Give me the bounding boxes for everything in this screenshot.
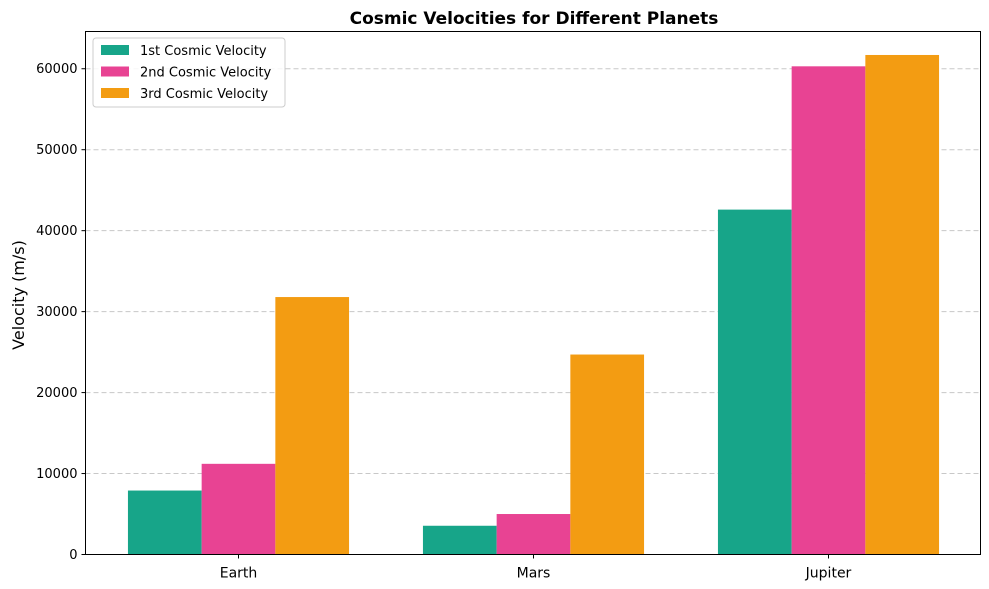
- bar-3: [570, 354, 645, 555]
- y-axis-ticks: 0 10000 20000 30000 40000 50000 60000: [36, 62, 86, 563]
- y-tick-label: 60000: [36, 62, 77, 77]
- legend: 1st Cosmic Velocity 2nd Cosmic Velocity 3r…: [92, 37, 286, 108]
- y-tick-label: 10000: [36, 467, 77, 482]
- legend-swatch: [101, 45, 129, 55]
- bar-3: [865, 54, 940, 555]
- chart-title: Cosmic Velocities for Different Planets: [350, 9, 719, 29]
- legend-swatch: [101, 66, 129, 77]
- bar-2: [791, 66, 866, 555]
- x-axis-ticks: Earth Mars Jupiter: [220, 554, 852, 582]
- bar-2: [201, 463, 276, 555]
- y-tick-label: 30000: [36, 305, 77, 320]
- y-tick-label: 20000: [36, 386, 77, 401]
- legend-label: 2nd Cosmic Velocity: [140, 66, 272, 81]
- x-tick-label: Earth: [220, 566, 258, 582]
- x-tick-label: Mars: [517, 566, 551, 582]
- y-tick-label: 40000: [36, 224, 77, 239]
- legend-label: 3rd Cosmic Velocity: [140, 87, 268, 102]
- bar-2: [496, 514, 571, 555]
- x-tick-label: Jupiter: [805, 566, 852, 582]
- y-tick-label: 50000: [36, 143, 77, 158]
- y-axis-label: Velocity (m/s): [9, 240, 28, 350]
- bar-1: [127, 490, 202, 555]
- bar-1: [422, 525, 497, 555]
- legend-box: [92, 37, 286, 108]
- bar-3: [275, 297, 350, 555]
- bar-1: [717, 209, 792, 555]
- legend-label: 1st Cosmic Velocity: [140, 44, 267, 59]
- bars: [127, 54, 940, 555]
- y-tick-label: 0: [69, 548, 77, 563]
- legend-swatch: [101, 88, 129, 98]
